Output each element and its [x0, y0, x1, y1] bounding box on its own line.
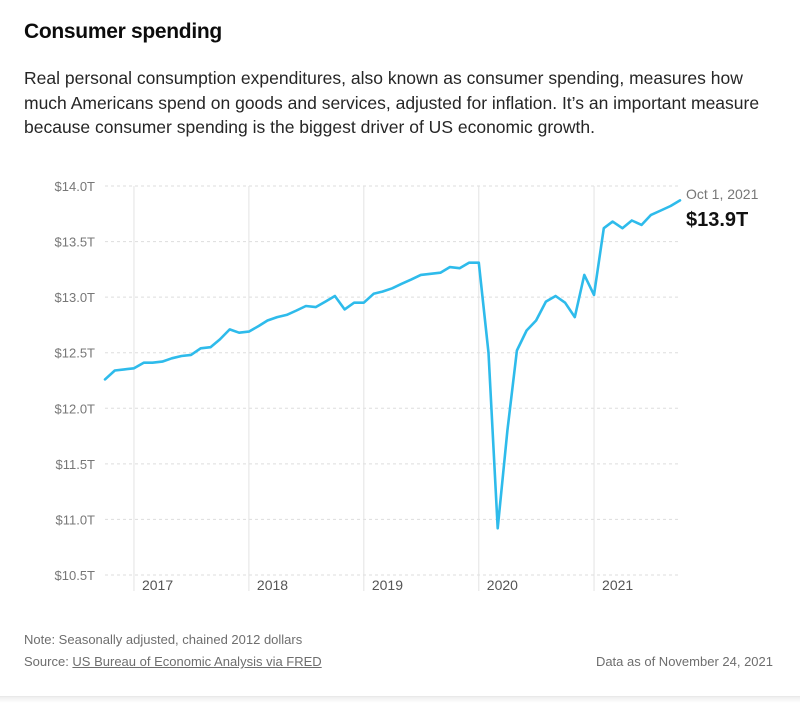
grid-lines	[105, 185, 680, 591]
footnote: Note: Seasonally adjusted, chained 2012 …	[24, 632, 303, 647]
y-tick-label: $13.0T	[55, 290, 96, 305]
x-tick-label: 2019	[372, 577, 403, 593]
annotation-date: Oct 1, 2021	[686, 186, 759, 202]
series-layer	[103, 199, 682, 530]
y-tick-label: $12.0T	[55, 401, 96, 416]
y-tick-label: $12.5T	[55, 346, 96, 361]
x-tick-label: 2017	[142, 577, 173, 593]
y-tick-label: $14.0T	[55, 179, 96, 194]
annotation-value: $13.9T	[686, 209, 748, 231]
axis-labels: $14.0T $13.5T $13.0T $12.5T $12.0T $11.5T $11.…	[55, 179, 634, 593]
chart-title: Consumer spending	[24, 20, 222, 43]
series-line	[103, 199, 682, 530]
x-tick-label: 2020	[487, 577, 518, 593]
y-tick-label: $10.5T	[55, 568, 96, 583]
card-shadow	[0, 697, 800, 703]
x-tick-label: 2018	[257, 577, 288, 593]
x-tick-label: 2021	[602, 577, 633, 593]
source-prefix: Source:	[24, 654, 73, 669]
line-chart: $14.0T $13.5T $13.0T $12.5T $12.0T $11.5T $11.…	[55, 179, 759, 593]
source-line: Source: US Bureau of Economic Analysis v…	[24, 654, 322, 669]
data-as-of: Data as of November 24, 2021	[595, 654, 773, 669]
y-tick-label: $11.0T	[55, 512, 95, 527]
y-tick-label: $11.5T	[55, 457, 95, 472]
chart-description: Real personal consumption expenditures, …	[24, 68, 760, 137]
source-link[interactable]: US Bureau of Economic Analysis via FRED	[72, 654, 322, 669]
end-annotation: Oct 1, 2021 $13.9T	[686, 186, 759, 231]
y-tick-label: $13.5T	[55, 235, 96, 250]
